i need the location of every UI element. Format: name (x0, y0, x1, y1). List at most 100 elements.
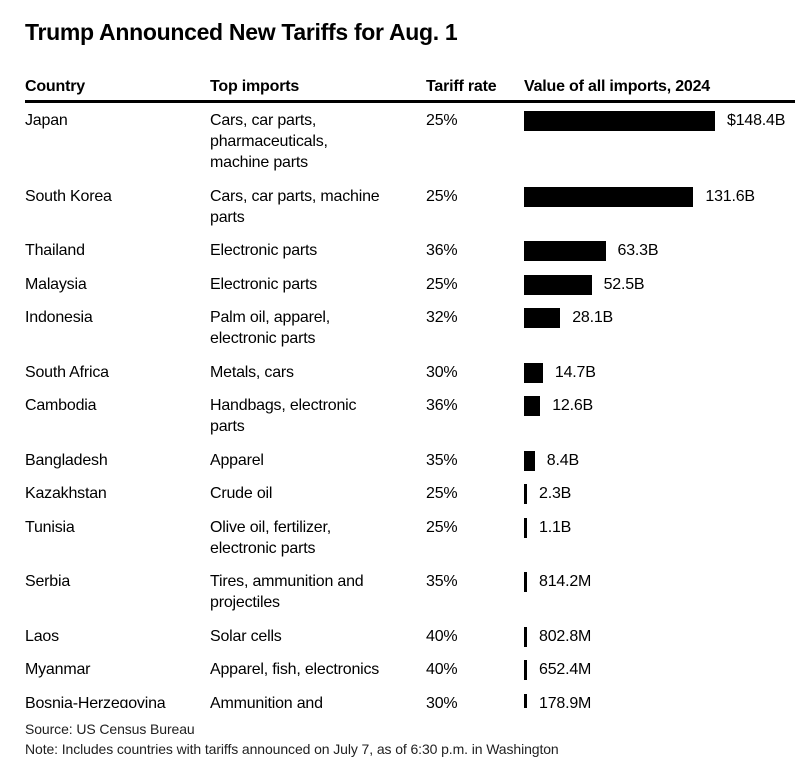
import-value-bar (524, 396, 541, 416)
column-header-country: Country (25, 78, 85, 95)
value-label: 178.9M (539, 694, 592, 709)
value-label: 2.3B (539, 485, 572, 502)
tariff-cell: 25% (426, 187, 458, 205)
table-row: Malaysia Electronic parts 25% 52.5B (25, 274, 795, 295)
table-row: South Africa Metals, cars 30% 14.7B (25, 362, 795, 383)
country-cell: South Africa (25, 363, 109, 381)
value-cell: 652.4M (524, 659, 795, 680)
tariff-cell: 35% (426, 573, 458, 590)
country-cell: Laos (25, 627, 59, 645)
table-row: Thailand Electronic parts 36% 63.3B (25, 240, 795, 261)
imports-cell: Cars, car parts, pharmaceuticals, machin… (210, 112, 328, 171)
imports-cell: Palm oil, apparel, electronic parts (210, 309, 331, 347)
value-cell: 14.7B (524, 362, 795, 383)
value-cell: 131.6B (524, 186, 795, 228)
value-label: 12.6B (552, 397, 594, 414)
table-row: Tunisia Olive oil, fertilizer, electroni… (25, 517, 795, 559)
import-value-bar (524, 693, 527, 708)
import-value-bar (524, 241, 606, 261)
value-label: 63.3B (617, 242, 659, 259)
value-label: 802.8M (539, 627, 592, 645)
imports-cell: Tires, ammunition and projectiles (210, 573, 364, 611)
value-label: 1.1B (539, 518, 572, 536)
imports-cell: Apparel, fish, electronics (210, 661, 380, 678)
value-cell: 2.3B (524, 483, 795, 504)
column-header-value-of-imports: Value of all imports, 2024 (524, 78, 710, 95)
imports-cell: Apparel (210, 451, 264, 469)
table-row: Bosnia-Herzegovina Ammunition and 30% 17… (25, 693, 795, 709)
country-cell: South Korea (25, 187, 112, 205)
country-cell: Bosnia-Herzegovina (25, 694, 166, 709)
country-cell: Indonesia (25, 309, 93, 326)
value-label: 131.6B (705, 187, 755, 205)
tariff-cell: 30% (426, 694, 458, 709)
imports-cell: Solar cells (210, 627, 282, 645)
tariff-cell: 25% (426, 485, 458, 502)
import-value-bar (524, 308, 561, 328)
source-line: Source: US Census Bureau (25, 721, 195, 737)
table-row: Cambodia Handbags, electronic parts 36% … (25, 395, 795, 437)
value-label: $148.4B (727, 112, 786, 129)
imports-cell: Electronic parts (210, 242, 318, 259)
imports-cell: Ammunition and (210, 694, 323, 709)
country-cell: Bangladesh (25, 451, 108, 469)
table-row: Indonesia Palm oil, apparel, electronic … (25, 307, 795, 349)
tariff-cell: 36% (426, 397, 458, 414)
tariff-cell: 35% (426, 451, 458, 469)
tariff-cell: 40% (426, 661, 458, 678)
country-cell: Japan (25, 112, 68, 129)
country-cell: Malaysia (25, 275, 87, 293)
value-label: 14.7B (554, 363, 596, 381)
value-cell: 1.1B (524, 517, 795, 559)
table-row: Japan Cars, car parts, pharmaceuticals, … (25, 110, 795, 173)
imports-cell: Metals, cars (210, 363, 294, 381)
country-cell: Kazakhstan (25, 485, 107, 502)
value-label: 652.4M (539, 661, 592, 678)
import-value-bar (524, 450, 535, 471)
chart-title: Trump Announced New Tariffs for Aug. 1 (25, 19, 458, 45)
value-cell: 52.5B (524, 274, 795, 295)
table-row: Laos Solar cells 40% 802.8M (25, 626, 795, 647)
value-cell: 814.2M (524, 571, 795, 613)
tariff-cell: 32% (426, 309, 458, 326)
column-header-top-imports: Top imports (210, 78, 300, 95)
table-header-row: Country Top imports Tariff rate Value of… (25, 76, 795, 103)
import-value-bar (524, 626, 527, 647)
country-cell: Thailand (25, 242, 85, 259)
table-body: Japan Cars, car parts, pharmaceuticals, … (25, 103, 795, 708)
table-row: Kazakhstan Crude oil 25% 2.3B (25, 483, 795, 504)
import-value-bar (524, 484, 527, 504)
import-value-bar (524, 517, 527, 538)
value-cell: $148.4B (524, 110, 795, 173)
table-row: South Korea Cars, car parts, machine par… (25, 186, 795, 228)
imports-cell: Handbags, electronic parts (210, 397, 357, 435)
imports-cell: Cars, car parts, machine parts (210, 187, 380, 226)
import-value-bar (524, 274, 592, 295)
table-row: Bangladesh Apparel 35% 8.4B (25, 450, 795, 471)
country-cell: Cambodia (25, 397, 97, 414)
country-cell: Tunisia (25, 518, 75, 536)
tariff-cell: 25% (426, 275, 458, 293)
value-cell: 28.1B (524, 307, 795, 349)
imports-cell: Olive oil, fertilizer, electronic parts (210, 518, 331, 557)
imports-cell: Electronic parts (210, 275, 318, 293)
value-cell: 12.6B (524, 395, 795, 437)
value-label: 814.2M (539, 573, 592, 590)
table-row: Serbia Tires, ammunition and projectiles… (25, 571, 795, 613)
note-line: Note: Includes countries with tariffs an… (25, 741, 559, 757)
import-value-bar (524, 572, 527, 592)
value-label: 28.1B (572, 309, 614, 326)
column-header-tariff-rate: Tariff rate (426, 78, 497, 95)
value-cell: 178.9M (524, 693, 795, 709)
tariff-cell: 25% (426, 518, 458, 536)
import-value-bar (524, 660, 527, 680)
import-value-bar (524, 186, 694, 207)
value-cell: 802.8M (524, 626, 795, 647)
import-value-bar (524, 362, 543, 383)
imports-cell: Crude oil (210, 485, 273, 502)
country-cell: Serbia (25, 573, 71, 590)
country-cell: Myanmar (25, 661, 91, 678)
import-value-bar (524, 111, 715, 131)
value-label: 8.4B (546, 451, 579, 469)
